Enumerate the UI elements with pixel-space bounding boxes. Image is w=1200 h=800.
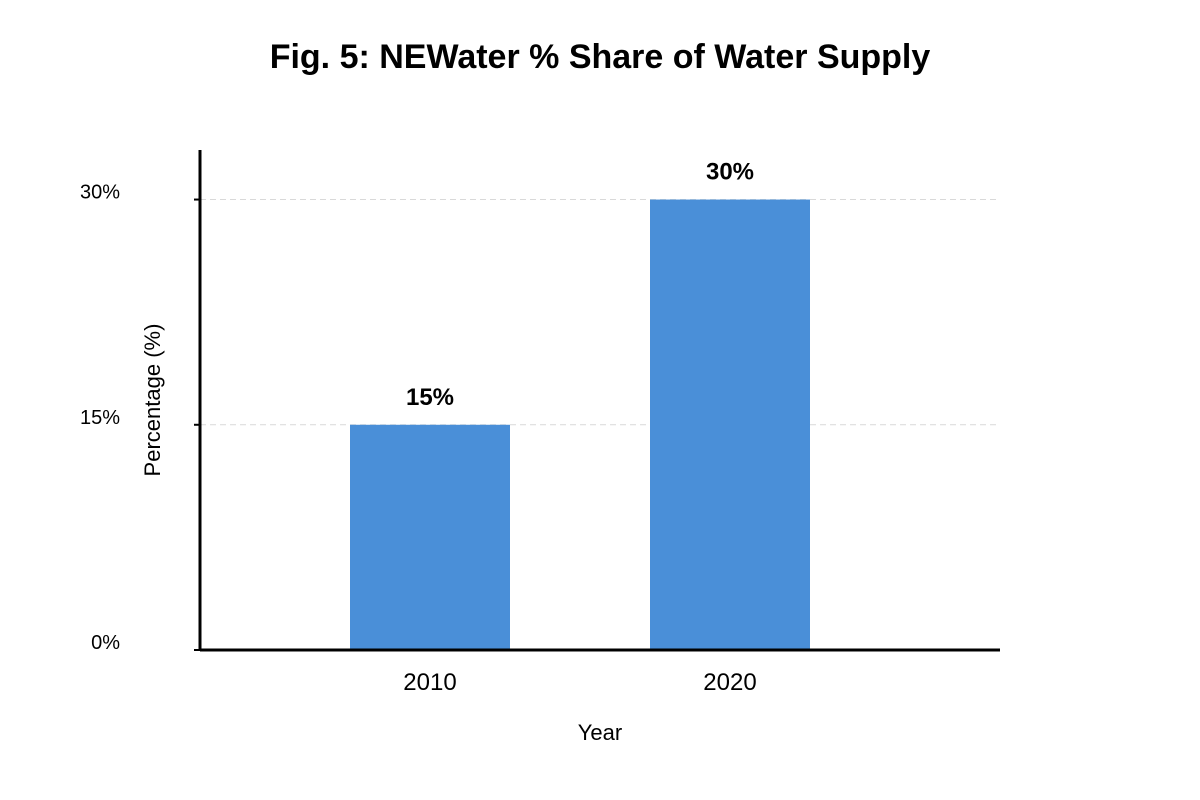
gridlines bbox=[200, 199, 1000, 426]
y-ticks: 0% 15% 30% bbox=[80, 182, 200, 654]
x-ticks: 2010 2020 bbox=[403, 669, 756, 696]
data-labels: 15% 30% bbox=[406, 159, 754, 411]
x-axis-label: Year bbox=[578, 720, 622, 745]
data-label: 15% bbox=[406, 384, 454, 411]
axes bbox=[198, 150, 1000, 652]
bar-2020 bbox=[650, 199, 810, 650]
y-tick-label: 0% bbox=[91, 632, 120, 654]
bar-2010 bbox=[350, 424, 510, 650]
y-tick-label: 15% bbox=[80, 407, 120, 429]
data-label: 30% bbox=[706, 159, 754, 186]
y-axis-label: Percentage (%) bbox=[140, 324, 165, 477]
y-tick-label: 30% bbox=[80, 182, 120, 204]
x-tick-label: 2010 bbox=[403, 669, 456, 696]
bars bbox=[350, 199, 810, 650]
chart-title: Fig. 5: NEWater % Share of Water Supply bbox=[269, 38, 931, 76]
x-tick-label: 2020 bbox=[703, 669, 756, 696]
